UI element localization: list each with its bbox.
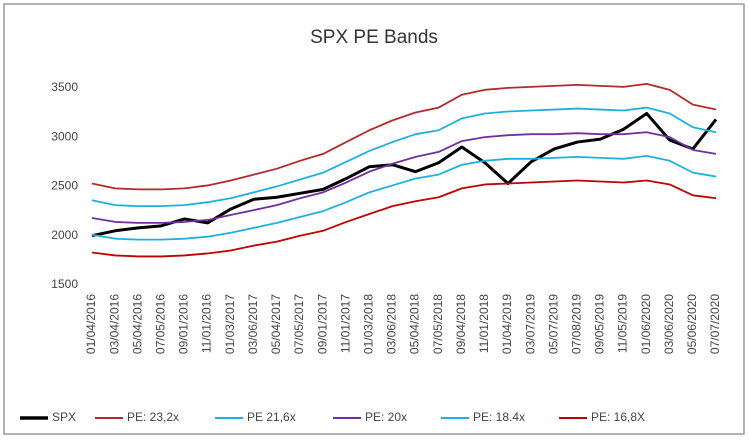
x-tick-label: 05/04/2018: [408, 294, 422, 354]
y-tick-label: 2000: [51, 228, 78, 242]
y-tick-label: 3500: [51, 80, 78, 94]
legend-label: PE: 18.4x: [473, 410, 525, 424]
series-line: [91, 179, 717, 258]
y-tick-label: 2500: [51, 179, 78, 193]
x-tick-label: 09/05/2019: [593, 294, 607, 354]
series-line: [91, 106, 717, 208]
x-tick-label: 01/03/2017: [223, 294, 237, 354]
x-tick-label: 03/07/2019: [523, 294, 537, 354]
y-tick-label: 3000: [51, 129, 78, 143]
series-line: [91, 83, 717, 191]
x-tick-label: 03/04/2016: [107, 294, 121, 354]
legend-label: SPX: [52, 410, 76, 424]
x-tick-label: 11/01/2016: [200, 294, 214, 353]
x-tick-label: 09/04/2018: [454, 294, 468, 354]
series-line: [91, 131, 717, 224]
x-tick-label: 05/07/2019: [546, 294, 560, 354]
x-tick-label: 11/01/2018: [477, 294, 491, 353]
x-tick-label: 03/06/2018: [385, 294, 399, 354]
series-line: [91, 154, 717, 241]
legend-label: PE: 23,2x: [127, 410, 179, 424]
x-tick-label: 07/05/2017: [292, 294, 306, 354]
x-tick-label: 03/06/2017: [246, 294, 260, 354]
x-tick-label: 11/01/2017: [338, 294, 352, 353]
x-tick-label: 01/04/2016: [84, 294, 98, 354]
x-tick-label: 01/04/2019: [500, 294, 514, 354]
x-tick-label: 05/04/2016: [130, 294, 144, 354]
legend-label: PE: 20x: [365, 410, 407, 424]
x-tick-label: 05/06/2020: [685, 294, 699, 354]
x-tick-label: 07/05/2016: [154, 294, 168, 354]
legend-label: PE: 16,8X: [591, 410, 645, 424]
x-tick-label: 07/05/2018: [431, 294, 445, 354]
chart-title: SPX PE Bands: [310, 27, 438, 48]
x-tick-label: 07/08/2019: [570, 294, 584, 354]
chart-frame: [3, 3, 745, 435]
x-tick-label: 01/06/2020: [639, 294, 653, 354]
y-tick-label: 1500: [51, 277, 78, 291]
x-tick-label: 11/05/2019: [616, 294, 630, 353]
x-tick-label: 09/01/2017: [315, 294, 329, 354]
x-tick-label: 09/01/2016: [177, 294, 191, 354]
x-tick-label: 03/06/2020: [662, 294, 676, 354]
x-tick-label: 05/04/2017: [269, 294, 283, 354]
x-tick-label: 01/03/2018: [362, 294, 376, 354]
x-tick-label: 07/07/2020: [708, 294, 722, 354]
legend-label: PE 21,6x: [247, 410, 296, 424]
